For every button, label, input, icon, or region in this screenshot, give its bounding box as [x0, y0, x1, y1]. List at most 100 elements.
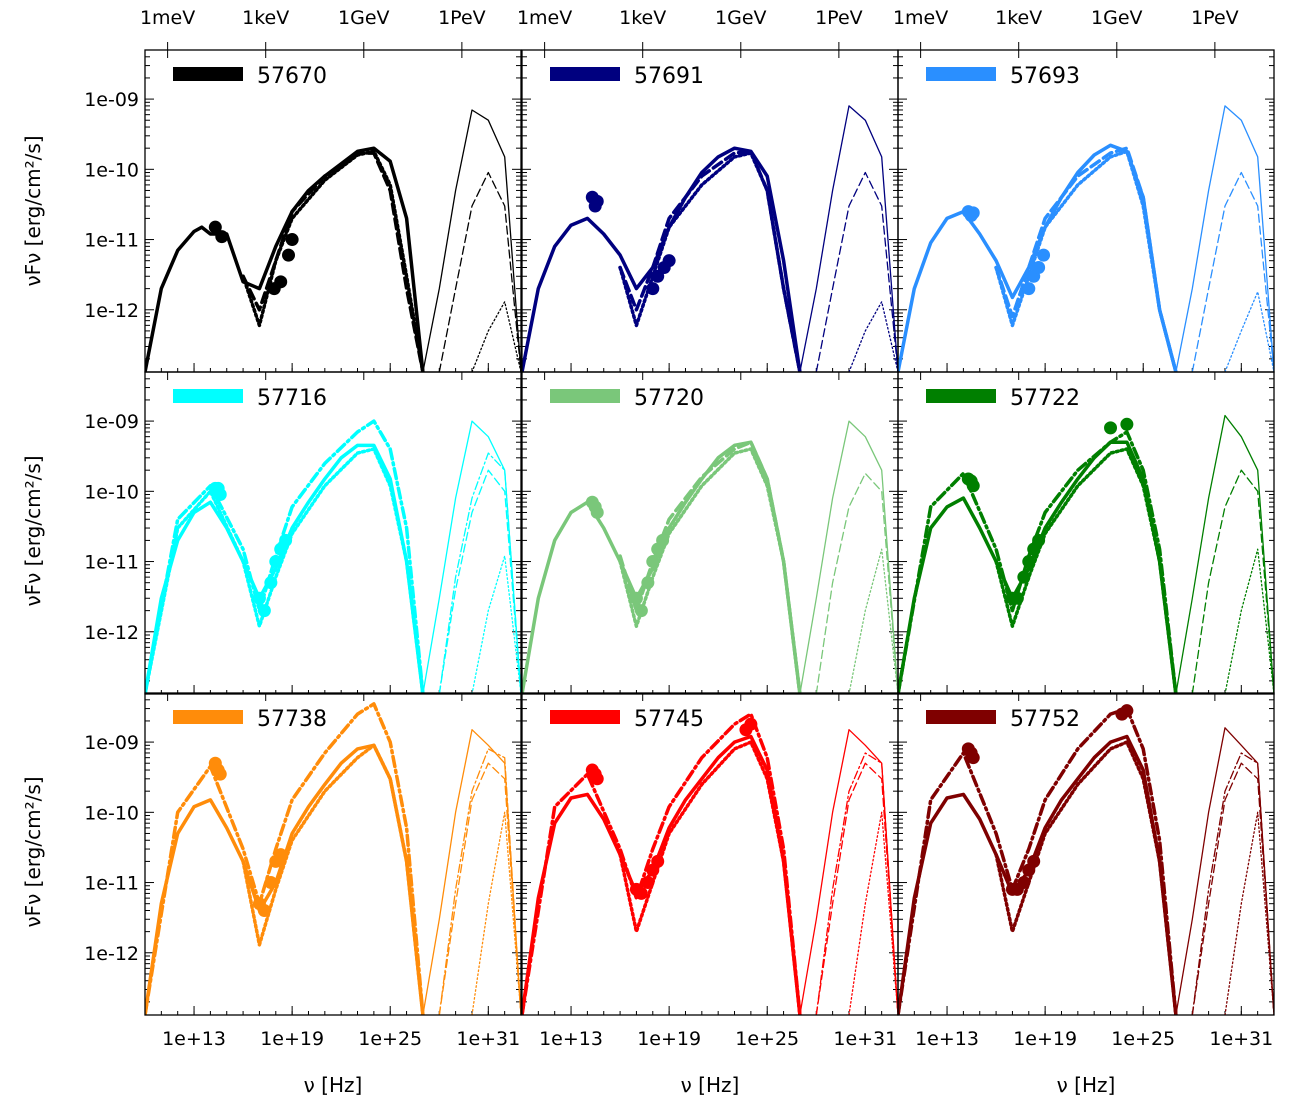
data-point — [257, 903, 271, 917]
series-group — [522, 712, 898, 1015]
data-point — [208, 220, 222, 234]
series-group — [898, 414, 1274, 694]
series-line-thin-dashed — [438, 171, 521, 372]
series-line-thin-dashdot — [1191, 752, 1274, 1015]
series-line-thin-solid — [799, 105, 898, 372]
series-line-thin-dashed — [815, 171, 898, 372]
data-point — [656, 533, 670, 547]
data-point — [1104, 421, 1118, 435]
panel-frame — [521, 49, 899, 373]
data-point — [264, 576, 278, 590]
series-line-thin-dotted — [1224, 548, 1274, 694]
series-line-solid — [522, 146, 802, 372]
y-tick-label: 1e-12 — [84, 300, 139, 322]
series-line-thin-dotted — [471, 301, 521, 372]
x-tick-label: 1e+31 — [1209, 1028, 1273, 1050]
legend-swatch — [173, 389, 243, 403]
sed-panel-57720: 57720 — [521, 371, 899, 695]
y-tick-label: 1e-09 — [84, 89, 139, 111]
sed-panel-57716: 1e-09 1e-10 1e-11 1e-12 57716 — [84, 371, 522, 695]
data-point — [590, 505, 604, 519]
series-line-thin-dashed — [1191, 469, 1274, 694]
y-tick-label: 1e-11 — [84, 230, 139, 252]
data-point — [1037, 248, 1051, 262]
y-tick-label: 1e-09 — [84, 732, 139, 754]
series-line-thin-dotted — [1224, 291, 1274, 372]
data-point — [641, 576, 655, 590]
y-axis-titles: νFν [erg/cm²/s] νFν [erg/cm²/s] νFν [erg… — [21, 135, 45, 927]
x-tick-label: 1e+13 — [162, 1028, 226, 1050]
y-tick-label: 1e-12 — [84, 622, 139, 644]
series-line-thin-dotted — [848, 811, 898, 1015]
top-tick-label: 1PeV — [1191, 7, 1239, 29]
legend-label: 57752 — [1010, 707, 1080, 732]
data-point — [1027, 854, 1041, 868]
series-line-solid — [522, 440, 802, 694]
panel-frame — [521, 371, 899, 695]
panel-frame — [144, 692, 522, 1016]
legend-swatch — [550, 67, 620, 81]
legend-label: 57720 — [634, 386, 704, 411]
data-point — [285, 233, 299, 247]
x-tick-label: 1e+13 — [539, 1028, 603, 1050]
y-tick-label: 1e-10 — [84, 802, 139, 824]
panel-frame — [897, 692, 1275, 1016]
panel-frame — [897, 371, 1275, 695]
legend-label: 57670 — [257, 64, 327, 89]
series-group — [145, 702, 521, 1015]
top-tick-label: 1meV — [140, 7, 195, 29]
series-line-solid — [898, 734, 1178, 1015]
series-group — [898, 704, 1274, 1015]
data-point — [252, 591, 266, 605]
legend-swatch — [173, 67, 243, 81]
series-line-dashdot — [898, 430, 1178, 694]
data-point — [1017, 876, 1031, 890]
x-axis-title: ν [Hz] — [681, 1073, 740, 1097]
sed-panel-57670: 1e-09 1e-10 1e-11 1e-12 1meV 1keV 1GeV 1PeV 5767… — [84, 7, 522, 373]
series-line-thin-dotted — [471, 555, 521, 694]
data-point — [590, 194, 604, 208]
data-point — [744, 717, 758, 731]
series-line-dotted — [618, 447, 802, 694]
x-tick-label: 1e+25 — [1111, 1028, 1175, 1050]
sed-panel-57722: 57722 — [897, 371, 1275, 695]
series-line-dotted — [618, 740, 802, 1015]
series-line-thin-solid — [1175, 727, 1274, 1015]
legend-swatch — [550, 710, 620, 724]
top-tick-label: 1PeV — [815, 7, 863, 29]
panel-frame — [521, 692, 899, 1016]
series-line-solid — [145, 146, 425, 372]
sed-panel-57752: 1e+13 1e+19 1e+25 1e+31 57752 — [897, 692, 1275, 1050]
series-line-thin-dotted — [848, 301, 898, 372]
series-line-solid — [898, 440, 1178, 694]
x-tick-label: 1e+13 — [915, 1028, 979, 1050]
data-point — [1022, 555, 1036, 569]
series-line-thin-dotted — [471, 811, 521, 1015]
series-line-dashed — [618, 440, 802, 694]
series-line-dotted — [994, 740, 1178, 1015]
series-group — [522, 420, 898, 694]
series-line-thin-dashdot — [815, 752, 898, 1015]
sed-panel-57693: 1meV 1keV 1GeV 1PeV 57693 — [893, 7, 1275, 373]
x-tick-label: 1e+19 — [1013, 1028, 1077, 1050]
legend-swatch — [550, 389, 620, 403]
data-point — [257, 604, 271, 618]
x-axis-title: ν [Hz] — [1057, 1073, 1116, 1097]
series-line-dotted — [618, 151, 802, 372]
top-tick-label: 1meV — [517, 7, 572, 29]
sed-panel-57691: 1meV 1keV 1GeV 1PeV 57691 — [517, 7, 899, 373]
data-point — [966, 751, 980, 765]
data-point — [634, 604, 648, 618]
series-line-dotted — [145, 447, 425, 694]
data-point — [215, 230, 229, 244]
series-line-thin-dashed — [815, 472, 898, 694]
x-tick-label: 1e+19 — [637, 1028, 701, 1050]
series-line-thin-dashdot — [438, 452, 521, 694]
panel-grid: 1e-09 1e-10 1e-11 1e-12 1meV 1keV 1GeV 1PeV 5767… — [84, 7, 1275, 1050]
data-point — [1032, 260, 1046, 274]
data-point — [651, 854, 665, 868]
data-point — [1032, 533, 1046, 547]
legend-label: 57691 — [634, 64, 704, 89]
data-point — [264, 876, 278, 890]
